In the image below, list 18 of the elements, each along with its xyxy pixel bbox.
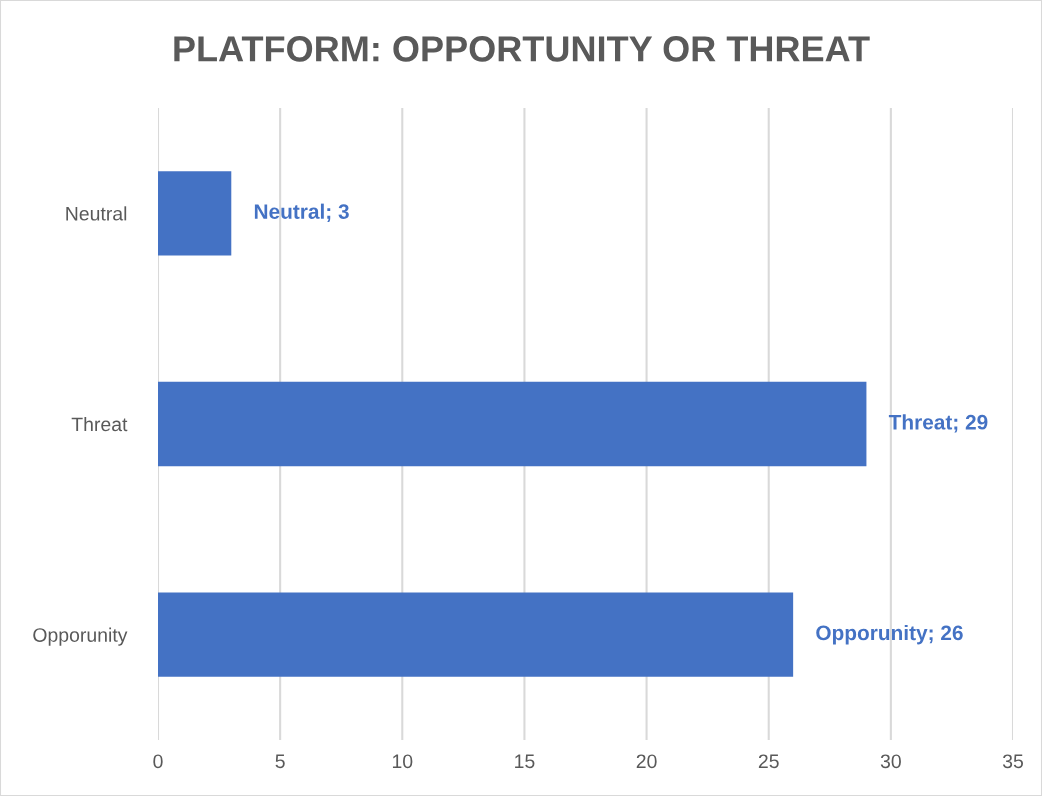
data-label: Neutral; 3 [254,203,349,222]
x-tick-label: 35 [1002,754,1023,769]
x-tick-label: 25 [758,754,779,769]
x-tick-label: 20 [636,754,657,769]
y-tick-label: Opporunity [33,627,128,646]
data-label: Opporunity; 26 [816,624,963,645]
x-tick-label: 15 [515,754,535,769]
bar [158,592,794,677]
x-tick-label: 10 [392,754,413,769]
x-tick-label: 5 [275,754,285,769]
y-tick-label: Threat [71,416,128,432]
y-tick-label: Neutral [66,206,127,221]
x-tick-label: 0 [153,754,163,769]
x-tick-label: 30 [880,754,901,769]
data-label: Threat; 29 [888,414,988,433]
bar [158,381,867,467]
bar [158,171,232,256]
chart-title: PLATFORM: OPPORTUNITY OR THREAT [174,36,870,62]
